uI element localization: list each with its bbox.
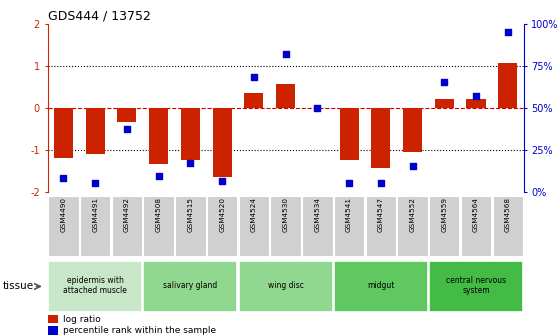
Bar: [461, 196, 491, 256]
Text: central nervous
system: central nervous system: [446, 276, 506, 295]
Text: midgut: midgut: [367, 281, 394, 290]
Text: GSM4508: GSM4508: [156, 197, 162, 232]
Bar: [429, 261, 523, 312]
Point: [503, 29, 512, 35]
Bar: [143, 261, 237, 312]
Text: epidermis with
attached muscle: epidermis with attached muscle: [63, 276, 127, 295]
Bar: [48, 326, 58, 335]
Bar: [111, 196, 142, 256]
Point: [313, 105, 322, 110]
Text: GSM4515: GSM4515: [188, 197, 193, 232]
Point: [218, 179, 227, 184]
Bar: [54, 108, 73, 158]
Bar: [239, 261, 333, 312]
Text: GSM4491: GSM4491: [92, 197, 98, 232]
Bar: [118, 108, 137, 122]
Bar: [244, 93, 263, 108]
Bar: [48, 315, 58, 324]
Point: [408, 164, 417, 169]
Bar: [181, 108, 200, 160]
Text: GSM4564: GSM4564: [473, 197, 479, 232]
Text: GSM4534: GSM4534: [314, 197, 320, 232]
Bar: [429, 196, 460, 256]
Bar: [498, 64, 517, 108]
Point: [123, 127, 132, 132]
Text: GSM4530: GSM4530: [283, 197, 288, 232]
Bar: [213, 108, 232, 177]
Bar: [270, 196, 301, 256]
Bar: [334, 196, 365, 256]
Point: [59, 175, 68, 181]
Point: [91, 180, 100, 186]
Point: [154, 174, 163, 179]
Bar: [149, 108, 168, 164]
Point: [344, 180, 353, 186]
Bar: [339, 108, 358, 160]
Text: GSM4520: GSM4520: [219, 197, 225, 232]
Text: GDS444 / 13752: GDS444 / 13752: [48, 9, 151, 23]
Bar: [435, 99, 454, 108]
Text: GSM4552: GSM4552: [409, 197, 416, 232]
Point: [186, 160, 195, 166]
Point: [472, 93, 480, 98]
Text: wing disc: wing disc: [268, 281, 304, 290]
Bar: [143, 196, 174, 256]
Text: GSM4541: GSM4541: [346, 197, 352, 232]
Bar: [403, 108, 422, 152]
Bar: [302, 196, 333, 256]
Bar: [492, 196, 523, 256]
Bar: [48, 261, 142, 312]
Text: GSM4547: GSM4547: [378, 197, 384, 232]
Text: GSM4492: GSM4492: [124, 197, 130, 232]
Bar: [334, 261, 428, 312]
Bar: [86, 108, 105, 154]
Text: GSM4490: GSM4490: [60, 197, 67, 232]
Point: [376, 180, 385, 186]
Bar: [80, 196, 110, 256]
Bar: [366, 196, 396, 256]
Point: [249, 75, 258, 80]
Bar: [175, 196, 206, 256]
Point: [281, 51, 290, 56]
Point: [440, 80, 449, 85]
Text: percentile rank within the sample: percentile rank within the sample: [63, 326, 216, 335]
Bar: [466, 99, 486, 108]
Text: GSM4559: GSM4559: [441, 197, 447, 232]
Bar: [276, 84, 295, 108]
Text: GSM4568: GSM4568: [505, 197, 511, 232]
Text: tissue: tissue: [3, 282, 34, 291]
Bar: [207, 196, 237, 256]
Bar: [397, 196, 428, 256]
Bar: [48, 196, 79, 256]
Bar: [239, 196, 269, 256]
Text: log ratio: log ratio: [63, 314, 101, 324]
Text: GSM4524: GSM4524: [251, 197, 257, 232]
Text: salivary gland: salivary gland: [164, 281, 217, 290]
Bar: [371, 108, 390, 168]
